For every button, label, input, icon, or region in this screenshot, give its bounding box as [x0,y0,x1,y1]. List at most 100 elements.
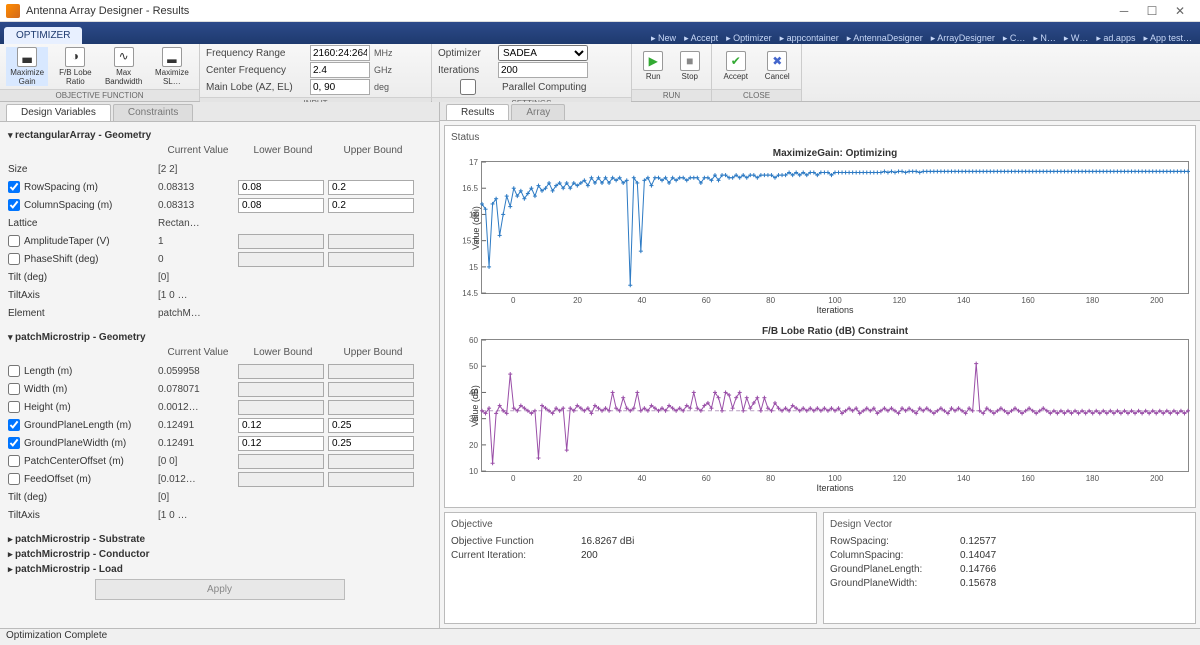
kv-row: Current Iteration:200 [451,550,810,561]
ribbon-quick-c…[interactable]: ▸ C… [1003,33,1026,44]
dv-current-value: 1 [158,236,238,247]
stop-button[interactable]: ■Stop [675,51,706,82]
design-vector-panel: Design Vector RowSpacing:0.12577ColumnSp… [823,512,1196,624]
ribbon-quick-w…[interactable]: ▸ W… [1064,33,1089,44]
tab-design-variables[interactable]: Design Variables [6,104,111,121]
dv-row: Length (m)0.059958 [8,362,431,380]
svg-text:14.5: 14.5 [462,289,478,298]
objfn-0[interactable]: ▃Maximize Gain [6,47,48,87]
dv-upper-bound[interactable] [328,198,414,213]
ribbon-quick-optimizer[interactable]: ▸ Optimizer [726,33,772,44]
group-rectangular-array[interactable]: rectangularArray - Geometry [8,130,431,141]
dv-lower-bound[interactable] [238,382,324,397]
dv-lower-bound[interactable] [238,418,324,433]
kv-row: GroundPlaneWidth:0.15678 [830,578,1189,589]
dv-checkbox[interactable] [8,437,20,449]
dv-name: Tilt (deg) [8,492,47,503]
dv-current-value: 0.08313 [158,182,238,193]
svg-text:16.5: 16.5 [462,184,478,193]
dv-name: AmplitudeTaper (V) [24,236,110,247]
dv-checkbox[interactable] [8,253,20,265]
dv-row: Size[2 2] [8,160,431,178]
objfn-3[interactable]: ▂Maximize SL… [151,47,193,87]
dv-lower-bound[interactable] [238,472,324,487]
dv-lower-bound[interactable] [238,180,324,195]
dv-checkbox[interactable] [8,419,20,431]
objfn-2[interactable]: ∿Max Bandwidth [103,47,145,87]
dv-lower-bound[interactable] [238,454,324,469]
tab-constraints[interactable]: Constraints [113,104,194,121]
accept-button[interactable]: ✔Accept [718,51,754,82]
cancel-button[interactable]: ✖Cancel [760,51,796,82]
ribbon-quick-ad.apps[interactable]: ▸ ad.apps [1096,33,1135,44]
svg-text:50: 50 [469,362,478,371]
ribbon-quick-app test…[interactable]: ▸ App test… [1143,33,1192,44]
ribbon-quick-arraydesigner[interactable]: ▸ ArrayDesigner [931,33,995,44]
tab-results[interactable]: Results [446,104,509,120]
dv-upper-bound[interactable] [328,472,414,487]
dv-current-value: [0] [158,272,238,283]
chart-gain: MaximizeGain: Optimizing Value (dBi) 14.… [481,161,1189,294]
dv-checkbox[interactable] [8,401,20,413]
group-collapsed[interactable]: patchMicrostrip - Load [8,564,431,575]
optimizer-select[interactable]: SADEA [498,45,588,61]
dv-current-value: [2 2] [158,164,238,175]
objfn-1[interactable]: ◑F/B Lobe Ratio [54,47,96,87]
dv-row: PhaseShift (deg)0 [8,250,431,268]
ribbon-quick-accept[interactable]: ▸ Accept [684,33,718,44]
dv-checkbox[interactable] [8,199,20,211]
minimize-button[interactable]: ─ [1110,4,1138,18]
dv-lower-bound[interactable] [238,364,324,379]
dv-lower-bound[interactable] [238,400,324,415]
dv-upper-bound[interactable] [328,400,414,415]
main-lobe-label: Main Lobe (AZ, EL) [206,82,306,93]
dv-upper-bound[interactable] [328,234,414,249]
dv-lower-bound[interactable] [238,252,324,267]
iterations-input[interactable] [498,62,588,78]
run-button[interactable]: ▶Run [638,51,669,82]
dv-checkbox[interactable] [8,235,20,247]
center-freq-input[interactable] [310,62,370,78]
group-collapsed[interactable]: patchMicrostrip - Conductor [8,549,431,560]
dv-row: Tilt (deg) [0] [8,268,431,286]
ribbon-quick-n…[interactable]: ▸ N… [1033,33,1056,44]
dv-upper-bound[interactable] [328,382,414,397]
tab-optimizer[interactable]: OPTIMIZER [4,27,82,44]
dv-checkbox[interactable] [8,365,20,377]
dv-name: Tilt (deg) [8,272,47,283]
dv-upper-bound[interactable] [328,180,414,195]
dv-name: ColumnSpacing (m) [24,200,112,211]
dv-upper-bound[interactable] [328,454,414,469]
dv-checkbox[interactable] [8,455,20,467]
dv-upper-bound[interactable] [328,252,414,267]
dv-checkbox[interactable] [8,181,20,193]
dv-upper-bound[interactable] [328,436,414,451]
main-lobe-input[interactable] [310,79,370,95]
dv-checkbox[interactable] [8,383,20,395]
svg-text:15: 15 [469,263,478,272]
dv-lower-bound[interactable] [238,234,324,249]
window-title: Antenna Array Designer - Results [26,5,1110,17]
ribbon-quick-antennadesigner[interactable]: ▸ AntennaDesigner [847,33,923,44]
maximize-button[interactable]: ☐ [1138,4,1166,18]
dv-lower-bound[interactable] [238,198,324,213]
group-collapsed[interactable]: patchMicrostrip - Substrate [8,534,431,545]
dv-current-value: 0.12491 [158,438,238,449]
apply-button[interactable]: Apply [95,579,345,600]
dv-name: Element [8,308,45,319]
objfn-icon-1: ◑ [65,47,85,67]
parallel-checkbox[interactable] [438,79,498,95]
dv-lower-bound[interactable] [238,436,324,451]
ribbon-quick-appcontainer[interactable]: ▸ appcontainer [780,33,839,44]
dv-checkbox[interactable] [8,473,20,485]
dv-upper-bound[interactable] [328,418,414,433]
ribbon-quick-new[interactable]: ▸ New [651,33,676,44]
left-pane: Design Variables Constraints rectangular… [0,102,440,628]
status-header: Status [451,132,1189,143]
group-patch-microstrip[interactable]: patchMicrostrip - Geometry [8,332,431,343]
freq-range-input[interactable] [310,45,370,61]
group-label-run: RUN [632,89,711,101]
dv-upper-bound[interactable] [328,364,414,379]
tab-array[interactable]: Array [511,104,565,120]
close-button[interactable]: ✕ [1166,4,1194,18]
